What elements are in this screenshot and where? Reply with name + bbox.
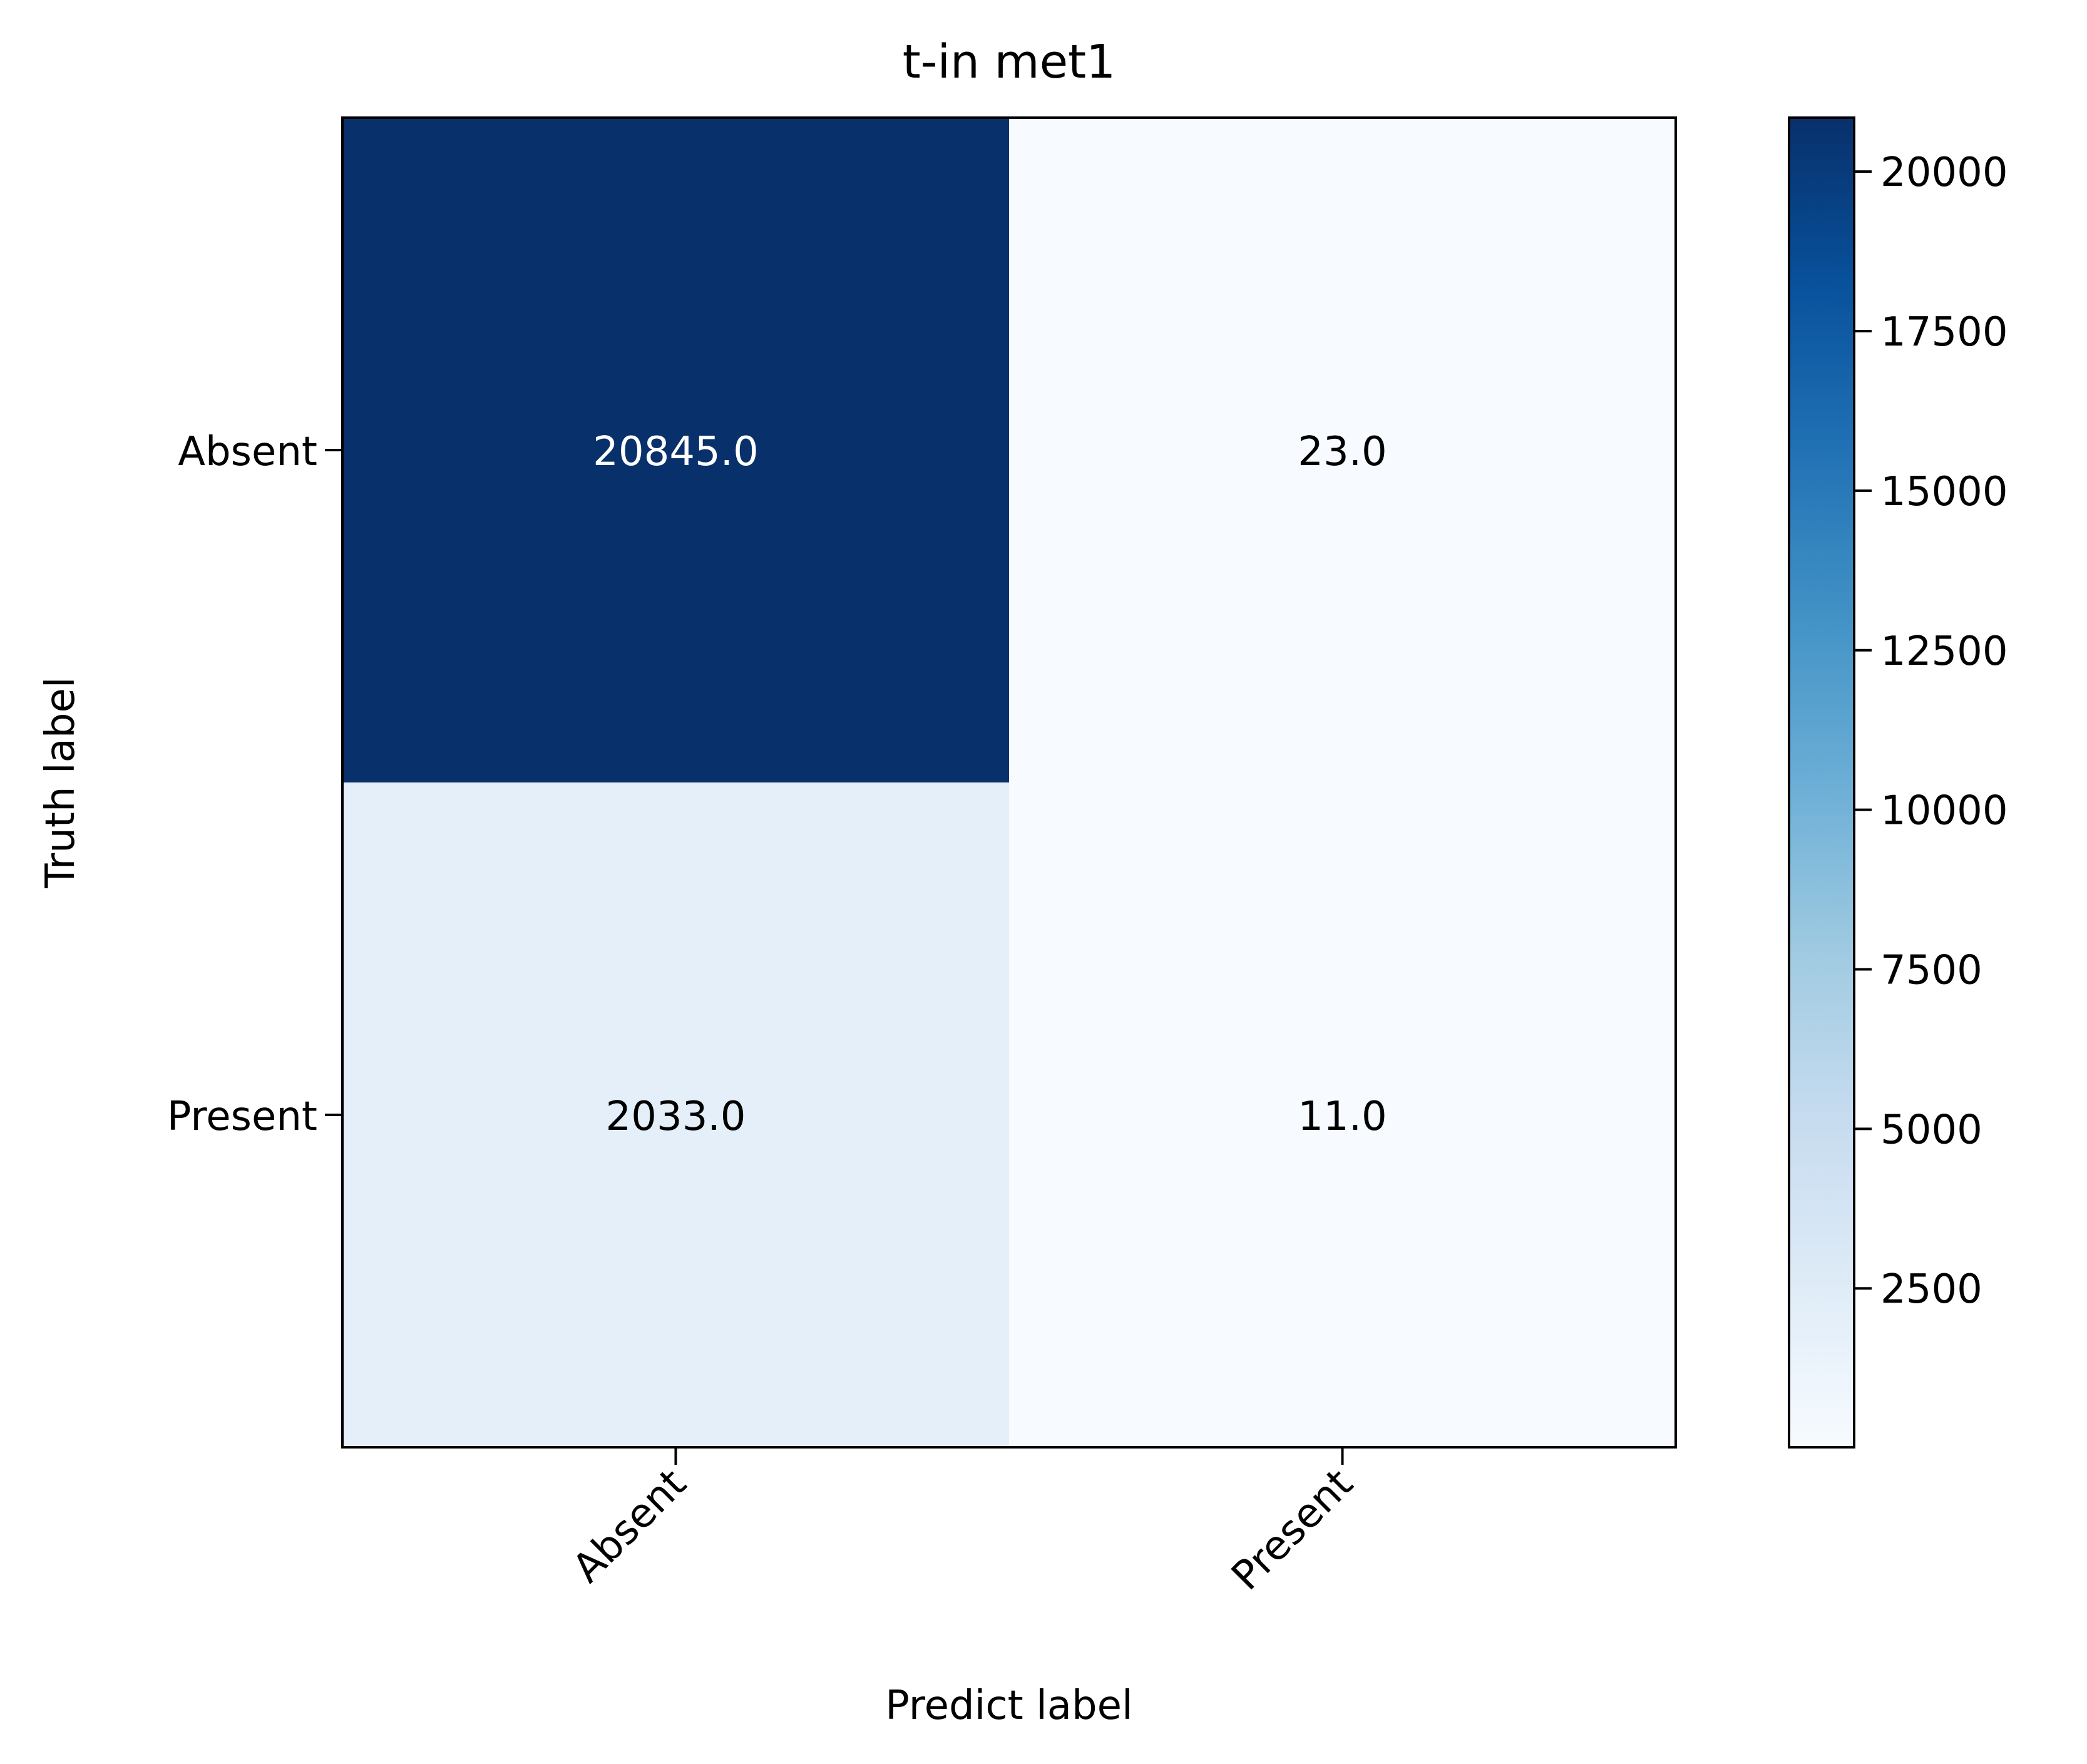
colorbar-tick-label: 5000 — [1880, 1107, 1982, 1153]
colorbar-tick-label: 20000 — [1880, 150, 2008, 196]
colorbar-tick-label: 7500 — [1880, 948, 1982, 994]
colorbar-tick-label: 2500 — [1880, 1266, 1982, 1313]
cell-value-label: 2033.0 — [606, 1094, 746, 1140]
x-tick-label: Present — [1223, 1460, 1362, 1599]
colorbar-ticks: 2500 5000 7500 10000 12500 15000 17500 20000 — [1854, 150, 2008, 1313]
colorbar-tick-label: 10000 — [1880, 788, 2008, 834]
cell-value-labels: 20845.0 23.0 2033.0 11.0 — [593, 429, 1387, 1140]
heatmap-cell — [342, 118, 1009, 782]
colorbar-tick-label: 12500 — [1880, 628, 2008, 675]
x-tick-label: Absent — [564, 1460, 695, 1592]
chart-title: t-in met1 — [903, 35, 1115, 89]
heatmap-cells — [342, 118, 1676, 1447]
y-tick-label: Absent — [178, 429, 317, 475]
x-axis-label: Predict label — [885, 1683, 1133, 1729]
y-tick-label: Present — [167, 1094, 317, 1140]
x-axis-ticks: Absent Present — [564, 1447, 1362, 1599]
y-axis-ticks: Absent Present — [167, 429, 342, 1140]
heatmap-cell — [342, 782, 1009, 1447]
heatmap-cell — [1009, 118, 1676, 782]
colorbar — [1788, 116, 1855, 1449]
plot-frame — [341, 116, 1677, 1449]
cell-value-label: 20845.0 — [593, 429, 759, 475]
colorbar-tick-label: 15000 — [1880, 469, 2008, 515]
cell-value-label: 11.0 — [1298, 1094, 1387, 1140]
y-axis-label: Truth label — [38, 677, 84, 888]
heatmap-cell — [1009, 782, 1676, 1447]
cell-value-label: 23.0 — [1298, 429, 1387, 475]
colorbar-tick-label: 17500 — [1880, 309, 2008, 356]
